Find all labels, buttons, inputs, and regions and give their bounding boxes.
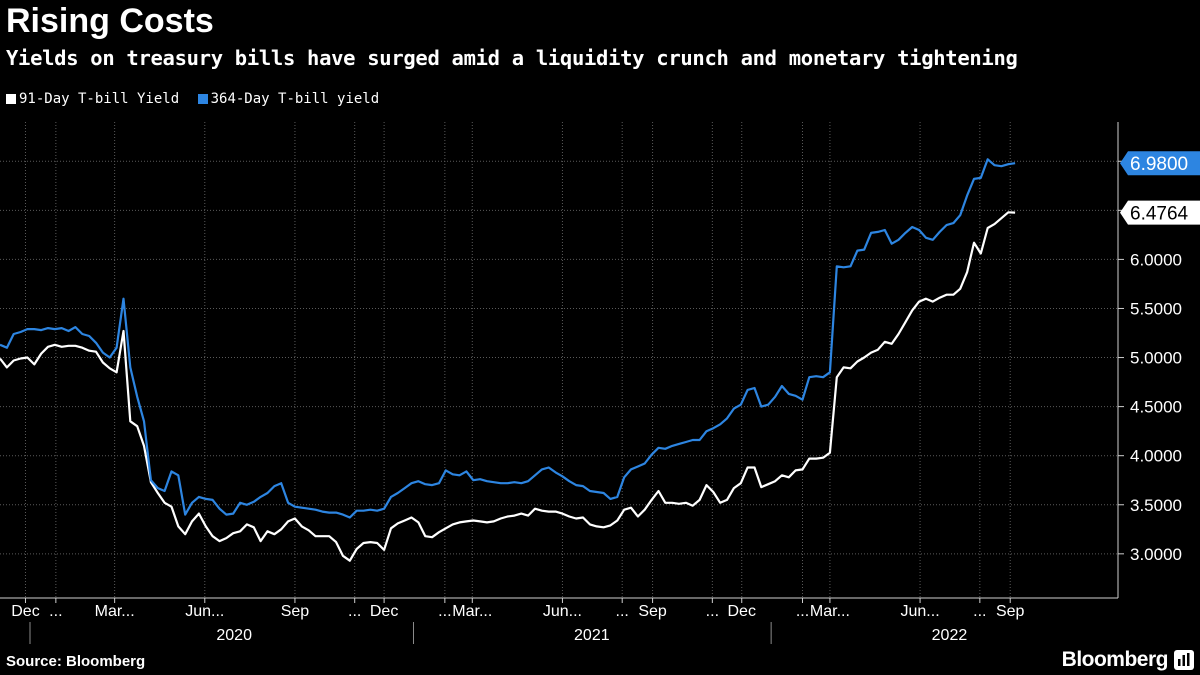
axis-layer: 3.0000 3.5000 4.0000 4.5000 5.0000 5.5000 6.00… bbox=[0, 122, 1182, 644]
series-layer bbox=[0, 158, 1016, 562]
legend-label-91-day: 91-Day T-bill Yield bbox=[19, 91, 180, 107]
x-tick-label: Dec bbox=[11, 603, 39, 620]
end-label-value: 6.9800 bbox=[1130, 154, 1188, 175]
chart-title: Rising Costs bbox=[6, 2, 214, 40]
end-label-box bbox=[1120, 200, 1200, 225]
x-tick-label: ... bbox=[348, 603, 361, 620]
x-tick-label: ... bbox=[438, 603, 451, 620]
x-tick-label: ... bbox=[796, 603, 809, 620]
end-label-91-day: 6.4764 bbox=[1120, 200, 1200, 225]
x-tick-label: Mar... bbox=[452, 603, 492, 620]
x-tick-label: Mar... bbox=[810, 603, 850, 620]
x-tick-label: Sep bbox=[638, 603, 667, 620]
bloomberg-logo: Bloomberg bbox=[1061, 648, 1169, 671]
legend-swatch-364-day bbox=[197, 94, 208, 104]
x-tick-label: Dec bbox=[370, 603, 398, 620]
x-tick-label: Jun... bbox=[185, 603, 224, 620]
year-label: 2022 bbox=[932, 627, 968, 644]
series-line-91-day bbox=[0, 211, 1016, 562]
x-tick-label: ... bbox=[706, 603, 719, 620]
end-label-box bbox=[1120, 151, 1200, 176]
source-note: Source: Bloomberg bbox=[6, 653, 146, 670]
year-label: 2021 bbox=[574, 627, 610, 644]
end-label-364-day: 6.9800 bbox=[1120, 151, 1200, 176]
y-tick-label: 4.5000 bbox=[1130, 398, 1182, 417]
label-layer: 6.4764 6.9800 bbox=[1120, 151, 1200, 225]
y-tick-label: 3.5000 bbox=[1130, 496, 1182, 515]
y-tick-label: 5.5000 bbox=[1130, 299, 1182, 318]
y-tick-label: 4.0000 bbox=[1130, 447, 1182, 466]
x-tick-label: Jun... bbox=[901, 603, 940, 620]
legend-label-364-day: 364-Day T-bill yield bbox=[210, 91, 380, 107]
y-tick-label: 5.0000 bbox=[1130, 349, 1182, 368]
y-tick-label: 6.0000 bbox=[1130, 250, 1182, 269]
chart-subtitle: Yields on treasury bills have surged ami… bbox=[6, 46, 1018, 70]
x-tick-label: ... bbox=[49, 603, 62, 620]
x-tick-label: Sep bbox=[281, 603, 310, 620]
year-label: 2020 bbox=[216, 627, 252, 644]
grid-layer bbox=[0, 122, 1118, 598]
legend-item-91-day: 91-Day T-bill Yield bbox=[6, 91, 179, 107]
x-tick-label: ... bbox=[973, 603, 986, 620]
y-tick-label: 3.0000 bbox=[1130, 545, 1182, 564]
x-tick-label: Dec bbox=[728, 603, 756, 620]
legend-swatch-91-day bbox=[6, 94, 16, 104]
x-tick-label: Mar... bbox=[95, 603, 135, 620]
legend-item-364-day: 364-Day T-bill yield bbox=[197, 91, 380, 107]
x-tick-label: ... bbox=[616, 603, 629, 620]
x-tick-label: Sep bbox=[996, 603, 1025, 620]
end-label-value: 6.4764 bbox=[1130, 204, 1189, 225]
series-line-364-day bbox=[0, 158, 1016, 519]
bloomberg-terminal-icon bbox=[1174, 650, 1194, 670]
legend: 91-Day T-bill Yield 364-Day T-bill yield bbox=[6, 91, 389, 107]
x-tick-label: Jun... bbox=[543, 603, 582, 620]
